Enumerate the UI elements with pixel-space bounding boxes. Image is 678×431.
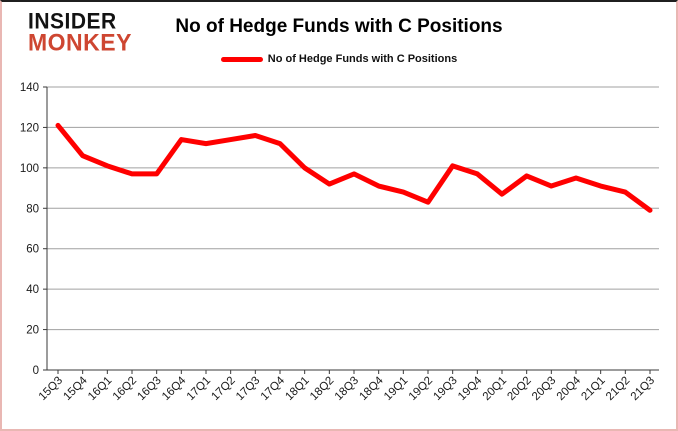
x-tick-label-17Q2: 17Q2 — [209, 375, 237, 403]
y-tick-label-60: 60 — [26, 244, 39, 256]
chart-legend: No of Hedge Funds with C Positions — [2, 53, 676, 65]
x-tick-label-16Q3: 16Q3 — [135, 375, 163, 403]
chart-title: No of Hedge Funds with C Positions — [175, 16, 503, 37]
x-tick-label-18Q3: 18Q3 — [333, 375, 361, 403]
x-tick-label-18Q2: 18Q2 — [308, 375, 336, 403]
x-tick-label-20Q4: 20Q4 — [555, 374, 584, 403]
x-tick-label-21Q3: 21Q3 — [629, 375, 657, 403]
x-tick-label-19Q4: 19Q4 — [456, 374, 485, 403]
y-tick-label-120: 120 — [20, 122, 39, 134]
x-tick-label-17Q1: 17Q1 — [185, 375, 213, 403]
x-tick-label-16Q2: 16Q2 — [111, 375, 139, 403]
y-tick-label-20: 20 — [26, 325, 39, 337]
legend-label: No of Hedge Funds with C Positions — [267, 53, 458, 65]
x-tick-label-16Q1: 16Q1 — [86, 375, 114, 403]
legend-line-swatch — [220, 56, 263, 62]
x-tick-label-16Q4: 16Q4 — [160, 374, 189, 403]
x-tick-label-17Q4: 17Q4 — [259, 374, 288, 403]
x-tick-label-18Q1: 18Q1 — [283, 375, 311, 403]
logo-insider-text: INSIDER — [28, 9, 117, 34]
x-tick-label-19Q1: 19Q1 — [382, 375, 410, 403]
y-tick-label-100: 100 — [20, 163, 39, 175]
x-tick-label-21Q2: 21Q2 — [604, 375, 632, 403]
y-tick-label-40: 40 — [26, 284, 39, 296]
y-tick-label-140: 140 — [20, 82, 39, 94]
x-tick-label-20Q3: 20Q3 — [530, 375, 558, 403]
logo-monkey-text: MONKEY — [28, 28, 132, 56]
y-tick-label-0: 0 — [33, 365, 39, 377]
x-tick-label-15Q4: 15Q4 — [61, 374, 90, 403]
x-tick-label-20Q2: 20Q2 — [505, 375, 533, 403]
x-tick-label-17Q3: 17Q3 — [234, 375, 262, 403]
x-tick-label-19Q2: 19Q2 — [407, 375, 435, 403]
x-tick-label-19Q3: 19Q3 — [431, 375, 459, 403]
x-tick-label-18Q4: 18Q4 — [357, 374, 386, 403]
x-tick-label-20Q1: 20Q1 — [481, 375, 509, 403]
y-tick-label-80: 80 — [26, 203, 39, 215]
insider-monkey-logo: INSIDER MONKEY — [28, 9, 132, 56]
x-tick-label-21Q1: 21Q1 — [579, 375, 607, 403]
x-tick-label-15Q3: 15Q3 — [37, 375, 65, 403]
series-line — [55, 122, 653, 213]
